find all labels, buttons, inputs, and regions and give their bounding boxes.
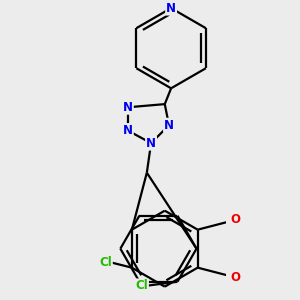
Text: N: N <box>146 137 156 150</box>
Text: N: N <box>164 119 174 132</box>
Text: O: O <box>231 213 241 226</box>
Text: Cl: Cl <box>99 256 112 269</box>
Text: N: N <box>166 2 176 15</box>
Text: N: N <box>123 101 133 114</box>
Text: Cl: Cl <box>135 279 148 292</box>
Text: N: N <box>123 124 133 137</box>
Text: O: O <box>231 271 241 284</box>
